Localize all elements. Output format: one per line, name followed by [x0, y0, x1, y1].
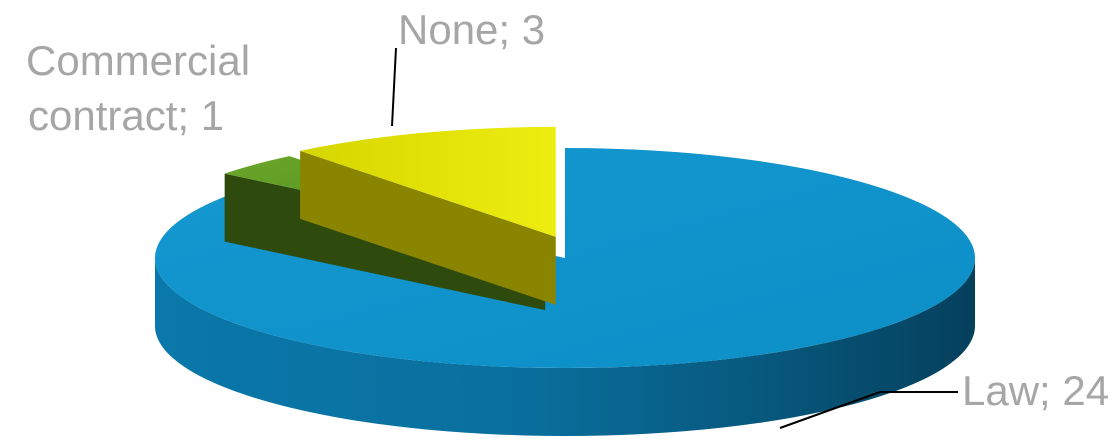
- data-label-commercial-line1: Commercial: [26, 37, 250, 84]
- pie-slice-none: [300, 126, 556, 237]
- pie-slice-law: [155, 148, 976, 368]
- leader-line-law: [779, 391, 958, 429]
- leader-line-none: [391, 47, 397, 127]
- pie-slice-side-law: [155, 258, 975, 436]
- data-label-law: Law; 24: [962, 367, 1109, 414]
- data-label-none: None; 3: [398, 6, 545, 53]
- pie-slice-face-none: [300, 150, 556, 305]
- data-label-commercial-line2: contract; 1: [28, 92, 224, 139]
